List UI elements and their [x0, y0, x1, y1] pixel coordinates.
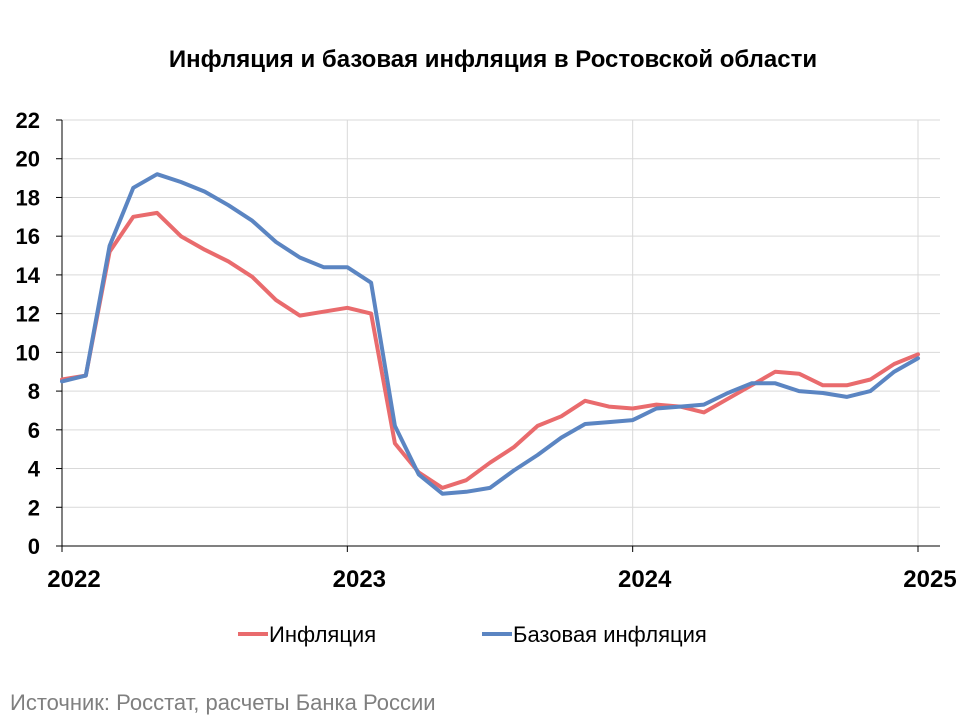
y-tick-label: 8 — [28, 379, 40, 404]
legend: Инфляция Базовая инфляция — [238, 622, 707, 647]
series-line-inflation — [60, 210, 920, 490]
series-line-core-inflation — [60, 172, 920, 496]
y-tick-label: 2 — [28, 495, 40, 520]
y-axis-ticks: 0 2 4 6 8 10 12 14 16 18 20 22 — [16, 108, 41, 559]
y-tick-label: 4 — [28, 457, 41, 482]
y-tick-label: 14 — [16, 263, 41, 288]
y-tick-label: 6 — [28, 418, 40, 443]
axes — [56, 119, 940, 552]
x-tick-label: 2022 — [47, 566, 100, 593]
legend-label-inflation: Инфляция — [269, 622, 376, 647]
series-lines — [60, 172, 920, 496]
y-tick-label: 16 — [16, 224, 40, 249]
x-tick-label: 2023 — [333, 566, 386, 593]
y-tick-label: 0 — [28, 534, 40, 559]
y-tick-label: 12 — [16, 302, 40, 327]
y-tick-label: 18 — [16, 185, 40, 210]
y-tick-label: 22 — [16, 108, 40, 133]
chart-title: Инфляция и базовая инфляция в Ростовской… — [169, 46, 817, 73]
x-tick-label: 2024 — [618, 566, 672, 593]
y-tick-label: 20 — [16, 147, 40, 172]
legend-label-core-inflation: Базовая инфляция — [513, 622, 707, 647]
grid — [62, 119, 940, 546]
x-tick-label: 2025 — [903, 566, 956, 593]
x-axis-ticks: 2022 2023 2024 2025 — [47, 566, 956, 593]
source-note: Источник: Росстат, расчеты Банка России — [10, 690, 436, 715]
y-tick-label: 10 — [16, 340, 40, 365]
